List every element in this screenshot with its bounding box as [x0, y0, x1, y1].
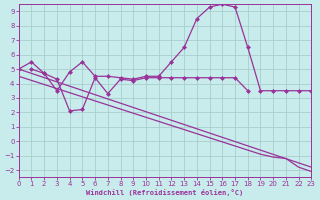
X-axis label: Windchill (Refroidissement éolien,°C): Windchill (Refroidissement éolien,°C): [86, 189, 244, 196]
